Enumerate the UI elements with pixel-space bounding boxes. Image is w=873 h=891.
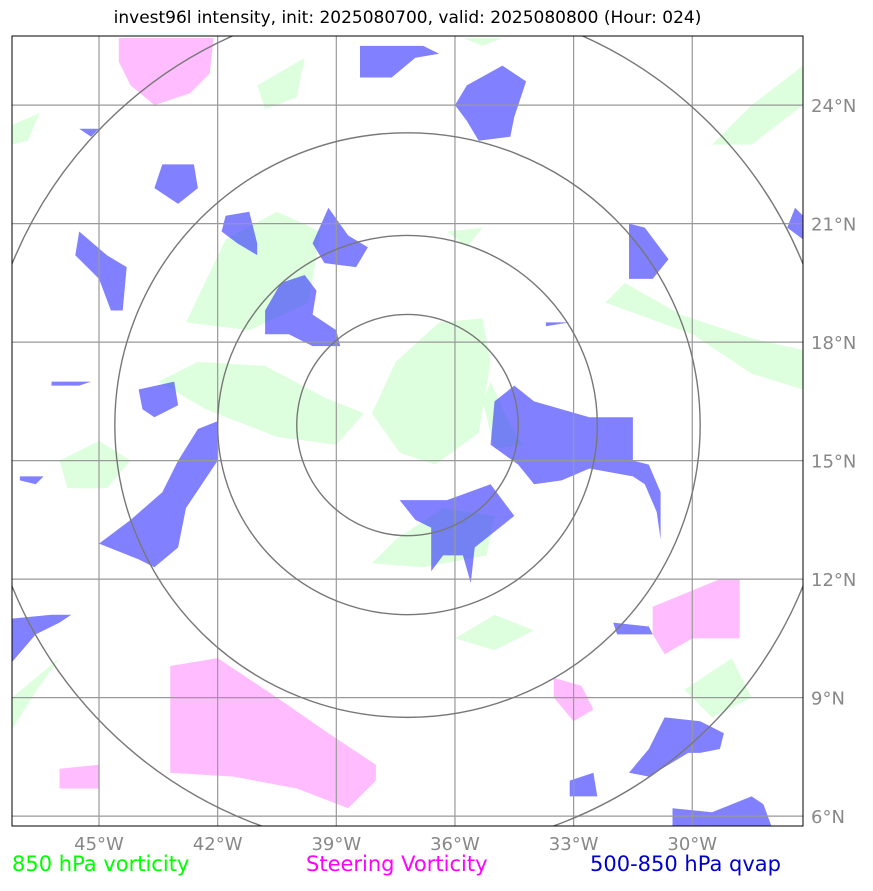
vorticity-850-region	[455, 614, 535, 651]
distance-rings	[12, 36, 803, 826]
qvap-region	[455, 65, 527, 141]
vorticity-850-region	[158, 361, 364, 445]
qvap-region	[51, 381, 92, 386]
longitude-tick-label: 42°W	[193, 834, 243, 855]
qvap-region	[399, 484, 515, 584]
qvap-region	[569, 772, 598, 797]
steering-vorticity-region	[118, 38, 214, 106]
steering-vorticity-region	[59, 764, 99, 789]
qvap-region	[19, 476, 44, 485]
qvap-region	[265, 275, 341, 347]
vorticity-850-region	[605, 282, 803, 390]
vorticity-850-layer	[12, 38, 803, 730]
distance-ring	[296, 313, 519, 537]
qvap-region	[629, 223, 669, 279]
steering-vorticity-layer	[59, 38, 740, 809]
latitude-tick-label: 18°N	[811, 333, 856, 354]
qvap-region	[629, 717, 724, 777]
latitude-tick-label: 9°N	[811, 689, 845, 710]
vorticity-850-region	[684, 658, 752, 718]
legend-steering-vorticity: Steering Vorticity	[306, 852, 488, 876]
qvap-layer	[12, 45, 803, 826]
vorticity-850-region	[12, 113, 40, 145]
qvap-region	[12, 614, 72, 663]
legend-qvap: 500-850 hPa qvap	[590, 852, 781, 876]
longitude-tick-label: 45°W	[74, 834, 124, 855]
qvap-region	[138, 381, 179, 418]
qvap-region	[672, 796, 772, 826]
latitude-tick-label: 6°N	[811, 807, 845, 828]
vorticity-850-region	[59, 440, 131, 489]
latitude-tick-label: 24°N	[811, 96, 856, 117]
plot-frame	[11, 35, 804, 827]
qvap-region	[312, 207, 368, 268]
tick-labels: 45°W 42°W 39°W 36°W 33°W 30°W 6°N 9°N 12°N 15°N 18…	[74, 96, 856, 855]
vorticity-850-region	[447, 227, 483, 248]
map-title: invest96l intensity, init: 2025080700, v…	[113, 8, 702, 28]
qvap-region	[79, 128, 99, 137]
longitude-tick-label: 33°W	[549, 834, 599, 855]
longitude-tick-label: 30°W	[667, 834, 717, 855]
steering-vorticity-region	[170, 658, 376, 809]
latitude-tick-label: 21°N	[811, 215, 856, 236]
qvap-region	[154, 164, 198, 204]
vorticity-850-region	[462, 38, 503, 46]
qvap-region	[99, 421, 218, 568]
vorticity-850-region	[257, 57, 305, 110]
qvap-region	[613, 622, 653, 635]
qvap-region	[221, 211, 258, 256]
latitude-tick-label: 12°N	[811, 570, 856, 591]
latitude-tick-label: 15°N	[811, 452, 856, 473]
qvap-region	[360, 45, 440, 78]
longitude-tick-label: 36°W	[430, 834, 480, 855]
legend-850-vorticity: 850 hPa vorticity	[12, 852, 190, 876]
distance-ring	[114, 132, 701, 719]
distance-ring	[216, 234, 599, 616]
qvap-region	[545, 322, 570, 327]
qvap-region	[75, 231, 127, 311]
vorticity-850-region	[12, 658, 60, 730]
steering-vorticity-region	[652, 579, 740, 655]
vorticity-850-region	[371, 318, 491, 465]
gridlines	[12, 36, 803, 826]
qvap-region	[490, 385, 661, 540]
longitude-tick-label: 39°W	[311, 834, 361, 855]
